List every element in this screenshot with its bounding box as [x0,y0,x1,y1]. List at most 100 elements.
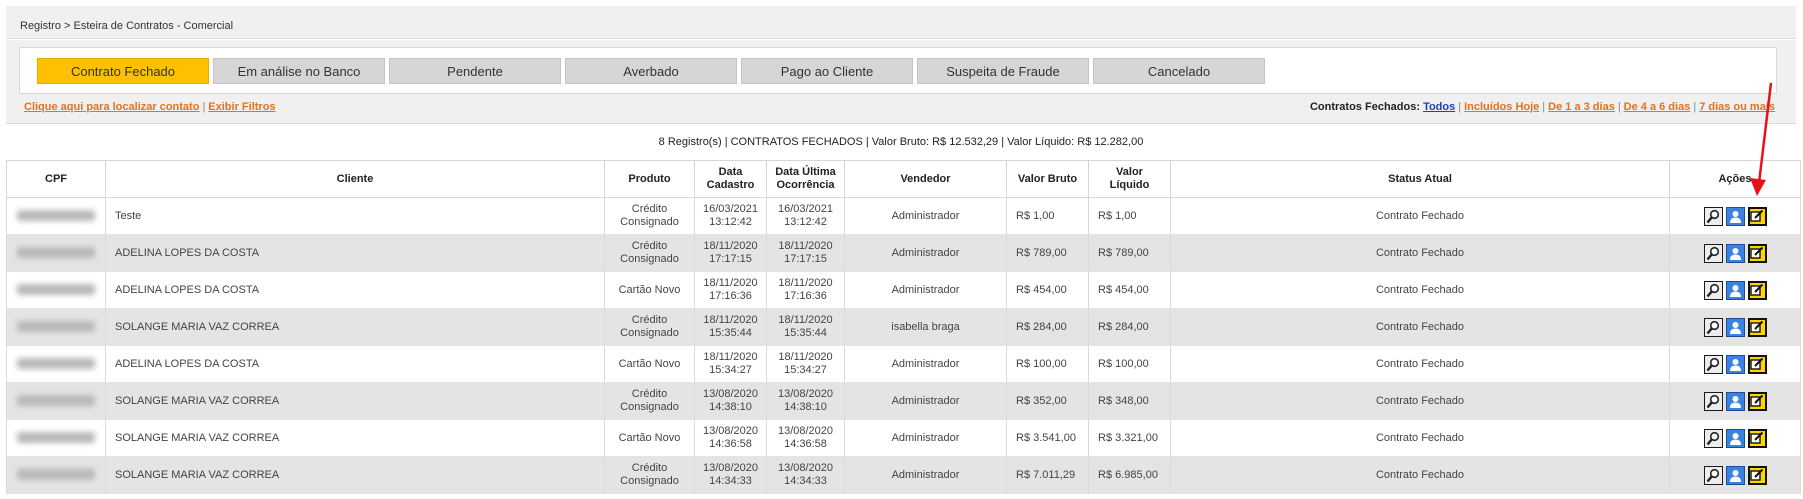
find-contract-link[interactable]: Clique aqui para localizar contato [24,101,200,113]
actions-cell [1669,308,1801,346]
tab-contrato-fechado[interactable]: Contrato Fechado [37,58,209,84]
tab-averbado[interactable]: Averbado [565,58,737,84]
edit-icon[interactable] [1747,280,1767,300]
edit-icon[interactable] [1747,206,1767,226]
actions-cell [1669,456,1801,494]
magnifier-icon[interactable] [1703,391,1723,411]
cpf-redacted [17,358,95,370]
user-icon[interactable] [1725,280,1745,300]
header-label: Ações [1718,172,1752,185]
edit-icon[interactable] [1747,317,1767,337]
product-line: Consignado [620,475,679,487]
product-line: Consignado [620,253,679,265]
product-line: Cartão Novo [618,357,681,370]
status-cell: Contrato Fechado [1170,345,1670,383]
header-label: Status Atual [1388,172,1452,185]
time-text: 17:16:36 [784,290,827,302]
tab-cancelado[interactable]: Cancelado [1093,58,1265,84]
edit-icon[interactable] [1747,428,1767,448]
filter-today-link[interactable]: Incluídos Hoje [1464,101,1540,113]
table-row[interactable]: Teste Crédito Consignado 16/03/2021 13:12:42… [6,197,1801,235]
product-line: Crédito [631,388,668,400]
table-row[interactable]: SOLANGE MARIA VAZ CORREA Crédito Consignad… [6,456,1801,494]
product-cell: Crédito Consignado [604,234,695,272]
filter-all-link[interactable]: Todos [1423,101,1456,113]
actions-cell [1669,271,1801,309]
product-cell: Crédito Consignado [604,382,695,420]
seller-cell: Administrador [844,234,1007,272]
separator: | [1458,101,1462,113]
edit-icon[interactable] [1747,391,1767,411]
edit-icon[interactable] [1747,243,1767,263]
filter-4-6-days-link[interactable]: De 4 a 6 dias [1623,101,1691,113]
column-header-data-ultima-ocorrencia[interactable]: Data Última Ocorrência [766,160,845,198]
header-label: Líquido [1109,179,1150,191]
net-value-cell: R$ 100,00 [1088,345,1171,383]
user-icon[interactable] [1725,317,1745,337]
magnifier-icon[interactable] [1703,206,1723,226]
time-text: 14:38:10 [709,401,752,413]
cpf-cell [6,382,106,420]
actions-cell [1669,345,1801,383]
user-icon[interactable] [1725,428,1745,448]
time-text: 17:17:15 [709,253,752,265]
column-header-cpf[interactable]: CPF [6,160,106,198]
column-header-cliente[interactable]: Cliente [105,160,605,198]
date-text: 18/11/2020 [703,240,758,252]
user-icon[interactable] [1725,206,1745,226]
table-row[interactable]: SOLANGE MARIA VAZ CORREA Crédito Consignad… [6,308,1801,346]
user-icon[interactable] [1725,391,1745,411]
tab-em-analise-no-banco[interactable]: Em análise no Banco [213,58,385,84]
actions-cell [1669,197,1801,235]
separator: | [1617,101,1621,113]
time-text: 14:36:58 [784,438,827,450]
cpf-cell [6,234,106,272]
filter-7-days-link[interactable]: 7 dias ou mais [1699,101,1775,113]
user-icon[interactable] [1725,465,1745,485]
client-cell: Teste [105,197,605,235]
net-value-cell: R$ 348,00 [1088,382,1171,420]
column-header-vendedor[interactable]: Vendedor [844,160,1007,198]
seller-cell: Administrador [844,345,1007,383]
product-cell: Cartão Novo [604,345,695,383]
last-occurrence-cell: 13/08/2020 14:36:58 [766,419,845,457]
column-header-valor-bruto[interactable]: Valor Bruto [1006,160,1089,198]
table-row[interactable]: SOLANGE MARIA VAZ CORREA Cartão Novo 13/08… [6,419,1801,457]
product-line: Crédito [631,240,668,252]
cpf-redacted [17,469,95,481]
show-filters-link[interactable]: Exibir Filtros [208,101,276,113]
edit-icon[interactable] [1747,465,1767,485]
tab-pago-ao-cliente[interactable]: Pago ao Cliente [741,58,913,84]
user-icon[interactable] [1725,354,1745,374]
header-label: Produto [628,172,671,185]
magnifier-icon[interactable] [1703,243,1723,263]
magnifier-icon[interactable] [1703,465,1723,485]
column-header-produto[interactable]: Produto [604,160,695,198]
product-line: Consignado [620,216,679,228]
magnifier-icon[interactable] [1703,317,1723,337]
header-label: Cliente [336,172,374,185]
column-header-status[interactable]: Status Atual [1170,160,1670,198]
filter-1-3-days-link[interactable]: De 1 a 3 dias [1548,101,1615,113]
row-actions [1672,465,1798,485]
column-header-data-cadastro[interactable]: Data Cadastro [694,160,767,198]
user-icon[interactable] [1725,243,1745,263]
magnifier-icon[interactable] [1703,354,1723,374]
date-text: 13/08/2020 [777,388,834,400]
product-line: Cartão Novo [618,283,681,296]
column-header-acoes: Ações [1669,160,1801,198]
table-row[interactable]: ADELINA LOPES DA COSTA Crédito Consignado 1… [6,234,1801,272]
time-text: 14:34:33 [709,475,752,487]
net-value-cell: R$ 3.321,00 [1088,419,1171,457]
magnifier-icon[interactable] [1703,428,1723,448]
table-row[interactable]: SOLANGE MARIA VAZ CORREA Crédito Consignad… [6,382,1801,420]
column-header-valor-liquido[interactable]: Valor Líquido [1088,160,1171,198]
gross-value-cell: R$ 454,00 [1006,271,1089,309]
tab-pendente[interactable]: Pendente [389,58,561,84]
magnifier-icon[interactable] [1703,280,1723,300]
date-text: 18/11/2020 [778,314,833,326]
table-row[interactable]: ADELINA LOPES DA COSTA Cartão Novo 18/11/2… [6,271,1801,309]
edit-icon[interactable] [1747,354,1767,374]
tab-suspeita-de-fraude[interactable]: Suspeita de Fraude [917,58,1089,84]
table-row[interactable]: ADELINA LOPES DA COSTA Cartão Novo 18/11/2… [6,345,1801,383]
